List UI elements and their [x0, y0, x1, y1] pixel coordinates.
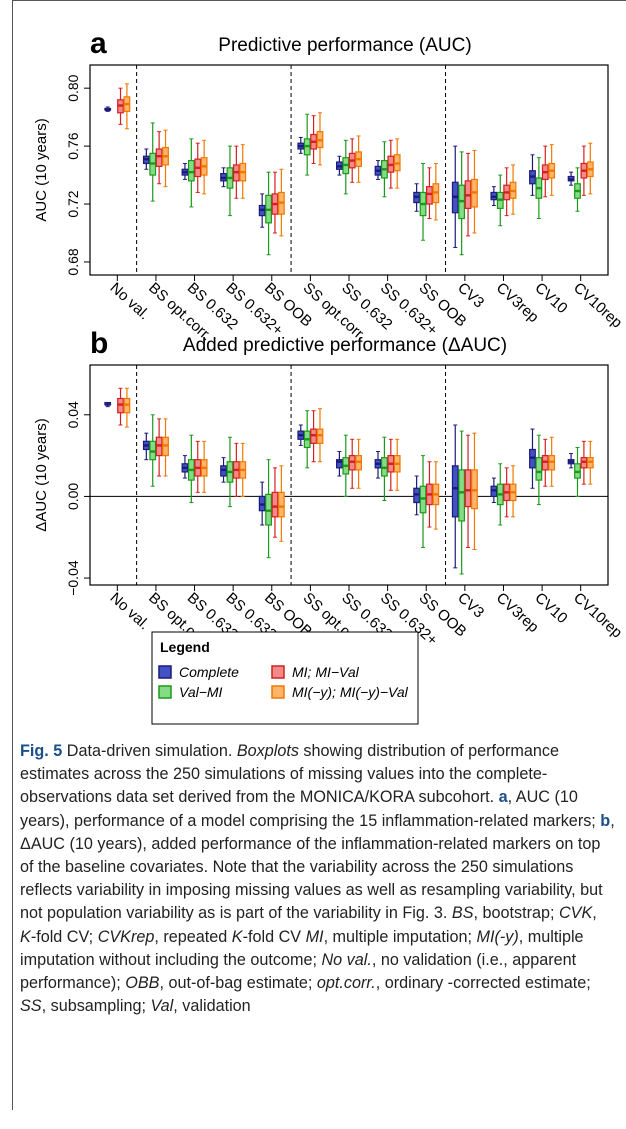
caption-run: , AUC (10 years), performance of a model… — [20, 788, 601, 830]
x-tick-label: CV10rep — [570, 279, 625, 331]
caption-run: , no validation (i.e., apparent performa… — [20, 950, 577, 993]
caption-run: , ΔAUC (10 years), added performance of … — [20, 811, 615, 923]
caption-run: , repeated — [154, 927, 232, 946]
legend-label: Val−MI — [179, 684, 223, 700]
y-tick-label: 0.00 — [65, 483, 81, 510]
caption-run: opt.corr. — [316, 974, 376, 993]
y-axis-label: ΔAUC (10 years) — [33, 418, 50, 531]
panel-title: Predictive performance (AUC) — [218, 35, 471, 56]
box — [271, 491, 279, 518]
caption-run: , ordinary -corrected estimate; — [375, 974, 591, 993]
box — [336, 459, 343, 469]
x-tick-label: No val. — [107, 589, 153, 633]
legend-label: MI(−y); MI(−y)−Val — [292, 684, 409, 700]
legend-swatch — [158, 685, 172, 699]
caption-run: , multiple imputation without including … — [20, 927, 584, 969]
legend-swatch — [158, 665, 172, 679]
box — [155, 148, 163, 167]
caption-run: CVK — [558, 904, 593, 923]
caption-run: , — [592, 904, 597, 923]
caption-run: , multiple imputation; — [323, 927, 477, 946]
x-tick-label: CV3 — [454, 279, 487, 311]
caption-run: -fold CV; — [30, 927, 98, 946]
box — [535, 457, 543, 481]
caption-run: showing distribution of performance esti… — [20, 742, 559, 807]
y-tick-label: 0.76 — [65, 132, 81, 159]
x-tick-label: No val. — [107, 279, 153, 323]
caption-run: -fold CV — [242, 927, 306, 946]
y-tick-label: −0.04 — [65, 560, 81, 596]
caption-run: Data-driven simulation. — [62, 742, 237, 760]
box — [451, 465, 459, 518]
caption-run: Boxplots — [236, 742, 299, 760]
caption-run: , subsampling; — [41, 997, 151, 1016]
caption-run: , out-of-bag estimate; — [159, 974, 317, 993]
y-tick-label: 0.68 — [65, 248, 81, 275]
legend-label: MI; MI−Val — [292, 664, 360, 680]
x-tick-label: CV3rep — [493, 279, 542, 326]
x-tick-label: CV3 — [454, 589, 487, 621]
caption-run: OBB — [125, 974, 160, 993]
caption-run: , bootstrap; — [473, 904, 559, 923]
caption-run: b — [600, 811, 611, 830]
caption-run: BS — [451, 904, 474, 923]
caption-run: No val. — [321, 950, 372, 969]
box — [277, 491, 285, 518]
box — [426, 186, 433, 205]
box — [458, 469, 466, 522]
panel-label: a — [90, 27, 107, 60]
caption: Fig. 5 Data-driven simulation. Boxplots … — [20, 740, 616, 1018]
plot-frame — [89, 364, 609, 586]
x-tick-label: CV3rep — [493, 589, 542, 636]
panel-label: b — [90, 327, 108, 360]
legend-title: Legend — [160, 639, 210, 655]
figure: a Predictive performance (AUC) AUC (10 yea… — [33, 27, 625, 725]
legend-label: Complete — [179, 664, 239, 680]
figure-frame — [12, 0, 626, 1110]
caption-run: , validation — [173, 997, 251, 1016]
y-tick-label: 0.80 — [65, 74, 81, 101]
y-tick-label: 0.72 — [65, 190, 81, 217]
caption-run: K — [20, 927, 31, 946]
legend-swatch — [271, 685, 285, 699]
box — [464, 469, 472, 508]
box — [187, 159, 195, 182]
caption-run: a — [498, 788, 508, 807]
caption-run: Fig. 5 — [20, 742, 63, 760]
caption-run: CVKrep — [97, 927, 155, 946]
caption-run: Val — [150, 997, 174, 1016]
caption-run: K — [231, 927, 243, 946]
caption-run: MI(-y) — [476, 927, 519, 946]
caption-run: SS — [20, 997, 42, 1016]
caption-run: MI — [305, 927, 324, 946]
y-axis-label: AUC (10 years) — [33, 118, 50, 221]
legend-box — [151, 631, 419, 725]
legend-swatch — [271, 665, 285, 679]
panel-title: Added predictive performance (ΔAUC) — [183, 335, 507, 356]
x-tick-label: CV10rep — [570, 589, 625, 641]
y-tick-label: 0.04 — [65, 401, 81, 428]
